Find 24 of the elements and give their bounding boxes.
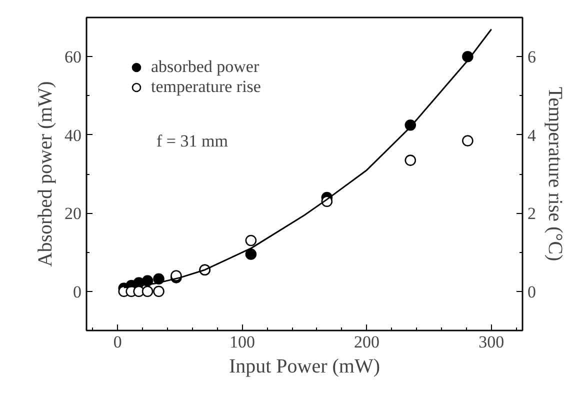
x-axis-title: Input Power (mW) xyxy=(228,356,380,378)
point xyxy=(153,286,164,298)
y2-tick-label: 4 xyxy=(528,126,536,145)
point xyxy=(142,286,154,298)
y-axis-title: Absorbed power (mW) xyxy=(34,81,56,267)
x-tick-label: 0 xyxy=(113,332,122,352)
y2-axis-title: Temperature rise (°C) xyxy=(544,86,566,262)
y2-tick-label: 6 xyxy=(528,48,536,67)
point xyxy=(404,154,416,166)
legend-label: absorbed power xyxy=(151,57,260,77)
x-tick-label: 300 xyxy=(478,332,504,352)
y2-tick-label: 2 xyxy=(528,204,536,224)
point xyxy=(462,135,474,146)
y-tick-label: 60 xyxy=(64,48,82,67)
y2-tick-label: 0 xyxy=(528,282,536,302)
point xyxy=(245,234,257,246)
annotation: f = 31 mm xyxy=(156,132,228,150)
y-tick-label: 0 xyxy=(73,282,82,302)
legend-label: temperature rise xyxy=(151,77,261,97)
x-tick-label: 100 xyxy=(229,332,255,352)
y-tick-label: 40 xyxy=(64,126,82,145)
point xyxy=(245,248,257,260)
x-tick-label: 200 xyxy=(354,332,380,352)
y-tick-label: 20 xyxy=(64,204,82,224)
